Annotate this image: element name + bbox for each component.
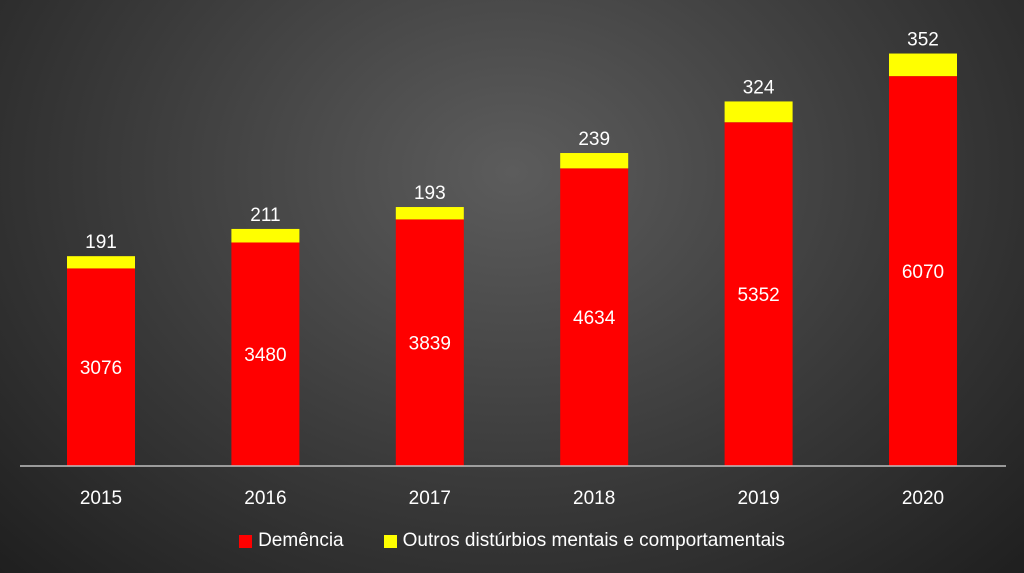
bar-other-2018 bbox=[560, 153, 629, 169]
value-label-dementia-2015: 3076 bbox=[80, 358, 122, 379]
value-label-other-2018: 239 bbox=[578, 129, 610, 150]
stacked-bar-chart: 3076 191 2015 3480 211 2016 3839 193 2017 4634 239… bbox=[20, 30, 1006, 509]
value-label-other-2020: 352 bbox=[907, 30, 939, 51]
bars-layer bbox=[67, 53, 957, 466]
legend: Demência Outros distúrbios mentais e com… bbox=[0, 530, 1024, 552]
bar-dementia-2017 bbox=[395, 219, 464, 466]
bar-other-2015 bbox=[67, 256, 135, 269]
bar-other-2016 bbox=[231, 228, 300, 243]
bar-other-2020 bbox=[889, 53, 957, 77]
value-label-other-2017: 193 bbox=[414, 183, 446, 204]
bar-other-2019 bbox=[724, 101, 793, 123]
legend-label-other: Outros distúrbios mentais e comportament… bbox=[402, 530, 785, 551]
value-label-dementia-2019: 5352 bbox=[737, 285, 779, 306]
legend-item-other: Outros distúrbios mentais e comportament… bbox=[383, 530, 785, 552]
legend-swatch-dementia bbox=[239, 534, 253, 548]
bar-dementia-2020 bbox=[889, 76, 957, 466]
x-tick-label-2016: 2016 bbox=[244, 488, 286, 509]
value-label-dementia-2017: 3839 bbox=[409, 334, 451, 355]
bar-dementia-2019 bbox=[724, 122, 793, 466]
value-label-dementia-2020: 6070 bbox=[902, 262, 944, 283]
x-tick-label-2017: 2017 bbox=[409, 488, 451, 509]
value-label-other-2019: 324 bbox=[743, 77, 775, 98]
bar-dementia-2016 bbox=[231, 242, 300, 466]
x-tick-label-2018: 2018 bbox=[573, 488, 615, 509]
value-label-other-2016: 211 bbox=[250, 205, 280, 226]
bar-dementia-2018 bbox=[560, 168, 629, 466]
legend-swatch-other bbox=[383, 534, 397, 548]
x-tick-label-2020: 2020 bbox=[902, 488, 944, 509]
value-label-dementia-2016: 3480 bbox=[244, 345, 286, 366]
legend-item-dementia: Demência bbox=[239, 530, 344, 552]
x-tick-label-2015: 2015 bbox=[80, 488, 122, 509]
value-label-other-2015: 191 bbox=[85, 232, 117, 253]
bar-other-2017 bbox=[395, 207, 464, 220]
x-tick-label-2019: 2019 bbox=[737, 488, 779, 509]
bar-dementia-2015 bbox=[67, 268, 135, 466]
legend-label-dementia: Demência bbox=[258, 530, 344, 551]
value-label-dementia-2018: 4634 bbox=[573, 308, 616, 329]
labels-layer: 3076 191 2015 3480 211 2016 3839 193 2017 4634 239… bbox=[80, 30, 944, 509]
